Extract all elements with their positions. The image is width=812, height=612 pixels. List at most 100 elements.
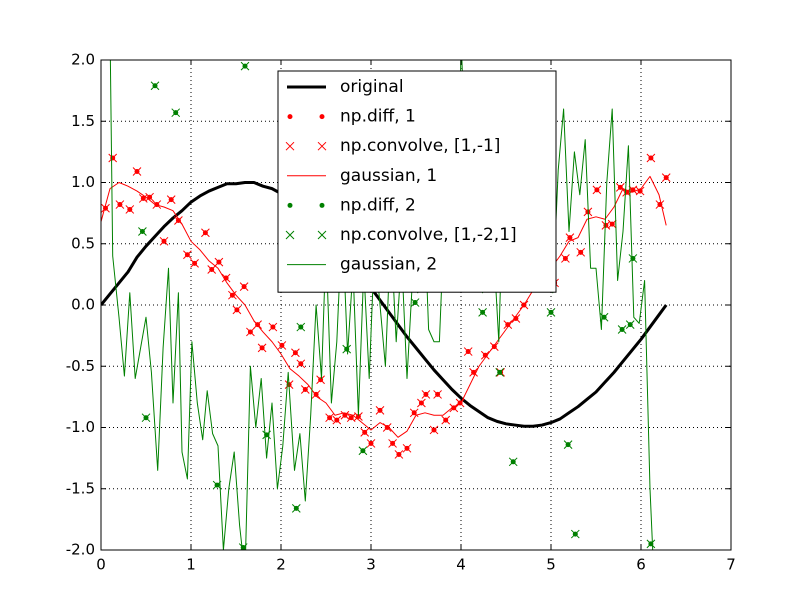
legend-swatch (319, 202, 325, 208)
point (563, 440, 573, 450)
point (410, 298, 420, 307)
point (508, 457, 518, 467)
point (240, 61, 250, 71)
point (570, 529, 580, 539)
point (388, 439, 397, 448)
y-tick-label: 0.5 (71, 234, 95, 252)
point (358, 446, 368, 456)
point (228, 290, 237, 300)
point (421, 390, 431, 399)
point (354, 412, 363, 421)
point (433, 390, 442, 399)
point (296, 322, 306, 332)
point (291, 503, 301, 513)
point (239, 282, 249, 291)
x-tick-label: 0 (96, 556, 106, 574)
point (375, 405, 385, 415)
point (441, 415, 451, 425)
point (232, 305, 242, 315)
ticks: 0 1 2 3 4 5 6 7 -2.0 -1.5 -1.0 -0.5 0.0 0.5 1.0 1.5 2.0 (66, 51, 736, 574)
point (316, 375, 325, 385)
point (300, 385, 310, 394)
x-tick-label: 4 (456, 556, 466, 574)
point (546, 307, 556, 317)
point (268, 322, 278, 332)
y-tick-label: -2.0 (66, 541, 95, 559)
y-tick-label: -0.5 (66, 357, 95, 375)
point (221, 273, 231, 283)
x-tick-label: 3 (366, 556, 376, 574)
point (171, 108, 181, 118)
point (214, 257, 224, 267)
point (480, 350, 490, 360)
legend-label: np.convolve, [1,-1] (340, 136, 500, 156)
point (132, 167, 142, 176)
point (332, 415, 342, 425)
point (291, 348, 300, 358)
point (207, 265, 217, 274)
legend-label: original (340, 77, 404, 97)
point (646, 539, 656, 549)
point (201, 228, 210, 238)
point (257, 343, 267, 353)
point (360, 428, 370, 437)
point (511, 314, 521, 323)
point (661, 173, 671, 182)
point (628, 254, 638, 263)
point (655, 200, 665, 209)
x-tick-label: 7 (726, 556, 736, 574)
point (340, 410, 350, 420)
legend-swatch (319, 114, 325, 120)
series-line (101, 181, 668, 428)
series-line (101, 175, 667, 438)
y-tick-label: -1.5 (66, 479, 95, 497)
plot-area (101, 60, 671, 550)
series-line (109, 60, 654, 550)
point (141, 413, 151, 423)
legend-swatch (285, 141, 295, 151)
point (342, 344, 352, 354)
point (277, 341, 287, 350)
legend-swatch (317, 230, 327, 240)
legend-label: gaussian, 2 (340, 255, 437, 275)
point (463, 347, 473, 356)
point (617, 325, 627, 334)
point (561, 254, 570, 263)
point (150, 81, 160, 91)
point (469, 368, 478, 377)
point (190, 258, 199, 268)
point (478, 307, 487, 317)
legend-label: gaussian, 1 (340, 166, 437, 186)
point (429, 425, 439, 435)
y-tick-label: 2.0 (71, 51, 95, 69)
point (635, 186, 645, 196)
point (576, 247, 586, 257)
point (101, 203, 110, 213)
point (607, 219, 617, 229)
y-tick-label: -1.0 (66, 418, 95, 436)
point (325, 413, 334, 423)
legend: original np.diff, 1 np.convolve, [1,-1] gau… (277, 70, 557, 293)
x-tick-label: 1 (186, 556, 196, 574)
point (625, 320, 635, 329)
point (125, 205, 135, 214)
point (592, 185, 602, 195)
y-tick-label: 1.0 (71, 173, 95, 191)
point (108, 153, 118, 163)
legend-swatch (285, 230, 295, 240)
point (615, 183, 625, 192)
legend-label: np.convolve, [1,-2,1] (340, 225, 517, 245)
point (366, 439, 376, 448)
point (115, 200, 125, 209)
point (503, 320, 513, 329)
point (402, 443, 412, 453)
point (622, 187, 631, 197)
point (145, 192, 154, 202)
point (346, 413, 356, 423)
point (246, 327, 255, 337)
legend-box (277, 70, 557, 293)
x-tick-label: 2 (276, 556, 286, 574)
x-tick-label: 5 (546, 556, 556, 574)
point (296, 359, 306, 369)
